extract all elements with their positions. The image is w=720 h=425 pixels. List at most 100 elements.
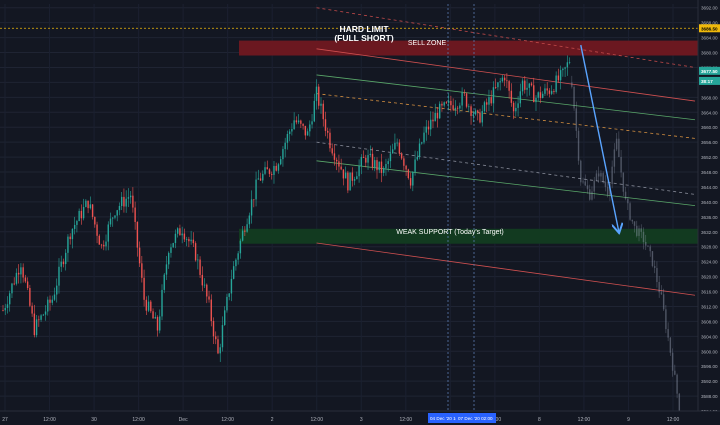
candle-body bbox=[297, 120, 300, 123]
sell-zone-band bbox=[239, 40, 698, 56]
candle-body bbox=[116, 210, 118, 216]
candle-body bbox=[430, 119, 432, 130]
candle-body bbox=[277, 164, 280, 171]
candle-body bbox=[533, 85, 535, 103]
candle-body bbox=[62, 261, 65, 265]
candle-body bbox=[123, 196, 125, 207]
candle-body bbox=[206, 284, 208, 297]
candle-body bbox=[465, 93, 468, 107]
candle-body bbox=[271, 173, 273, 175]
channel-upper bbox=[316, 48, 696, 102]
sell-zone-label: SELL ZONE bbox=[407, 40, 447, 47]
candle-body bbox=[264, 167, 266, 174]
candle-body bbox=[374, 160, 376, 168]
candle-body bbox=[129, 195, 132, 198]
candle-body bbox=[501, 77, 504, 82]
candle-body bbox=[105, 241, 107, 247]
grid-lines bbox=[0, 4, 698, 412]
projection-body bbox=[573, 86, 575, 109]
projection-body bbox=[598, 173, 600, 177]
candle-body bbox=[405, 165, 407, 170]
candle-body bbox=[262, 173, 264, 181]
x-tick-label: 12:00 bbox=[667, 417, 680, 423]
x-tick-label: 12:00 bbox=[43, 417, 56, 423]
candle-body bbox=[456, 107, 459, 109]
projection-body bbox=[589, 189, 591, 200]
candle-body bbox=[318, 86, 320, 106]
projection-body bbox=[638, 228, 640, 236]
candle-body bbox=[436, 112, 439, 119]
channel-lines bbox=[316, 7, 696, 296]
candle-body bbox=[387, 161, 389, 165]
candle-body bbox=[412, 171, 414, 186]
candle-body bbox=[421, 142, 423, 144]
candle-body bbox=[125, 198, 127, 207]
candle-body bbox=[447, 100, 450, 103]
candle-body bbox=[87, 200, 89, 209]
projection-body bbox=[575, 108, 578, 131]
price-badge bbox=[699, 66, 720, 75]
x-tick-label: Dec bbox=[179, 417, 188, 423]
candle-body bbox=[497, 82, 499, 88]
projection-body bbox=[624, 191, 627, 199]
target-arrow bbox=[580, 44, 619, 232]
candle-body bbox=[154, 317, 156, 319]
price-badge-label: 3677.50 bbox=[701, 69, 718, 74]
x-highlight-badge bbox=[456, 413, 496, 423]
y-tick-label: 3616.00 bbox=[701, 290, 718, 295]
candle-body bbox=[291, 129, 293, 132]
projection-body bbox=[580, 160, 582, 183]
candle-body bbox=[322, 103, 324, 120]
candle-body bbox=[362, 156, 365, 158]
candle-body bbox=[315, 86, 318, 101]
candle-body bbox=[450, 100, 452, 106]
candle-body bbox=[172, 243, 174, 248]
projection-body bbox=[582, 181, 584, 183]
candle-body bbox=[253, 199, 255, 201]
candle-body bbox=[566, 62, 569, 68]
candle-body bbox=[409, 178, 412, 186]
candle-body bbox=[535, 97, 537, 103]
candle-body bbox=[304, 125, 307, 136]
candle-body bbox=[503, 77, 506, 81]
candle-body bbox=[468, 106, 470, 108]
candle-body bbox=[461, 92, 463, 106]
candle-body bbox=[423, 132, 425, 143]
candle-body bbox=[174, 233, 177, 244]
candle-body bbox=[239, 240, 242, 254]
projection-body bbox=[647, 245, 649, 247]
candle-body bbox=[232, 266, 235, 279]
candle-body bbox=[183, 233, 186, 240]
candle-body bbox=[358, 165, 360, 177]
candle-body bbox=[4, 307, 6, 311]
candle-body bbox=[515, 107, 517, 112]
candle-body bbox=[434, 112, 436, 122]
candle-body bbox=[367, 155, 369, 163]
candle-body bbox=[488, 97, 490, 105]
candle-body bbox=[400, 153, 403, 159]
channel-upper-outer bbox=[316, 7, 696, 68]
candle-body bbox=[544, 88, 546, 94]
candle-body bbox=[356, 176, 358, 180]
candle-body bbox=[324, 119, 327, 131]
y-tick-label: 3624.00 bbox=[701, 260, 718, 265]
projection-body bbox=[645, 242, 647, 246]
candle-body bbox=[159, 316, 161, 331]
candle-body bbox=[224, 310, 226, 326]
weak-support-band bbox=[239, 228, 698, 244]
projection-body bbox=[571, 82, 573, 87]
candle-body bbox=[414, 159, 416, 172]
candle-body bbox=[11, 283, 13, 294]
candle-body bbox=[217, 339, 219, 354]
y-tick-label: 3628.00 bbox=[701, 245, 718, 250]
y-tick-label: 3660.00 bbox=[701, 125, 718, 130]
x-axis-bg bbox=[0, 411, 720, 425]
projection-body bbox=[649, 246, 651, 252]
candle-body bbox=[568, 62, 571, 64]
candle-body bbox=[197, 259, 199, 261]
price-badge-label: 38:17 bbox=[701, 79, 713, 84]
candle-body bbox=[127, 197, 130, 199]
candle-body bbox=[40, 315, 42, 320]
candle-body bbox=[550, 91, 553, 94]
